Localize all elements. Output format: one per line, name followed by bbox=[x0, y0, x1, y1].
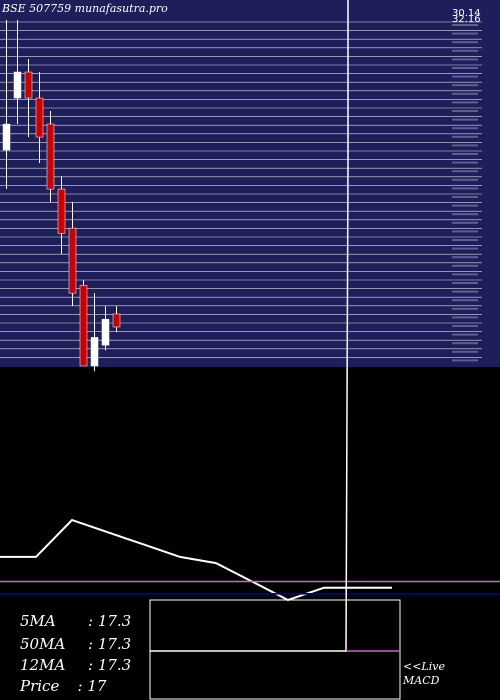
price-axis-tick bbox=[452, 239, 478, 241]
price-axis-tick bbox=[452, 273, 478, 276]
stat-12ma-number: 17.3 bbox=[97, 656, 132, 674]
price-axis-tick bbox=[452, 333, 478, 336]
price-axis-tick bbox=[452, 359, 478, 362]
candle-down bbox=[68, 227, 77, 294]
price-axis-tick bbox=[452, 350, 478, 353]
price-axis-tick bbox=[452, 135, 478, 138]
candle-down bbox=[57, 188, 66, 234]
cursor-line-lower bbox=[345, 161, 349, 653]
price-panel-background bbox=[0, 0, 500, 367]
candle-up bbox=[13, 71, 22, 99]
candlesticks bbox=[2, 20, 121, 372]
price-axis-tick bbox=[452, 221, 478, 224]
price-axis-tick bbox=[452, 213, 478, 216]
price-axis-tick bbox=[452, 187, 478, 190]
price-axis-tick bbox=[452, 178, 478, 181]
price-axis-tick bbox=[452, 24, 478, 26]
candle-down bbox=[46, 123, 55, 190]
price-axis-top-label: 30.14 bbox=[452, 8, 481, 19]
stat-value-price: : 17 bbox=[68, 677, 107, 695]
price-axis-tick bbox=[452, 196, 478, 198]
stat-label-50ma: 50MA bbox=[20, 635, 66, 653]
price-axis-tick bbox=[452, 307, 478, 310]
price-axis-tick bbox=[452, 101, 478, 104]
price-axis-tick bbox=[452, 58, 478, 61]
price-axis-tick bbox=[452, 264, 478, 267]
candle-up bbox=[101, 318, 110, 346]
price-axis-tick bbox=[452, 256, 478, 259]
stat-value-50ma: : 17.3 bbox=[88, 635, 132, 653]
price-axis-tick bbox=[452, 110, 478, 112]
price-axis-tick bbox=[452, 32, 478, 35]
moving-average-lines bbox=[0, 518, 500, 602]
price-axis-tick bbox=[452, 230, 478, 233]
price-axis-tick bbox=[452, 153, 478, 155]
price-axis-tick bbox=[452, 118, 478, 121]
stat-label-12ma: 12MA bbox=[20, 656, 66, 674]
price-axis-tick bbox=[452, 127, 478, 130]
price-axis-tick bbox=[452, 204, 478, 207]
stat-value-5ma: : 17.3 bbox=[88, 612, 132, 630]
candle-up bbox=[90, 337, 99, 367]
stat-value-12ma: : 17.3 bbox=[88, 656, 132, 674]
price-grid bbox=[0, 21, 482, 358]
stat-price-number: 17 bbox=[87, 677, 107, 695]
macd-label: MACD bbox=[403, 674, 440, 687]
price-axis-tick bbox=[452, 290, 478, 293]
price-axis-tick bbox=[452, 247, 478, 250]
price-axis-tick bbox=[452, 316, 478, 319]
chart-header: BSE 507759 munafasutra.pro bbox=[2, 2, 168, 15]
price-axis-top-label-overlay: 32.16 bbox=[452, 14, 481, 25]
price-axis-tick bbox=[452, 41, 478, 44]
price-axis-tick bbox=[452, 67, 478, 69]
candle-up bbox=[2, 123, 11, 151]
price-axis-tick bbox=[452, 75, 478, 78]
candle-down bbox=[35, 97, 44, 138]
price-axis-tick bbox=[452, 84, 478, 87]
candle-down bbox=[79, 285, 88, 367]
price-axis-tick bbox=[452, 170, 478, 173]
price-axis-tick bbox=[452, 92, 478, 95]
price-axis-tick bbox=[452, 161, 478, 164]
price-axis-tick bbox=[452, 282, 478, 284]
stat-label-price: Price bbox=[20, 677, 60, 695]
price-axis-tick bbox=[452, 49, 478, 52]
macd-box bbox=[149, 599, 401, 700]
live-link[interactable]: <<Live bbox=[403, 660, 445, 673]
stat-5ma-number: 17.3 bbox=[97, 612, 132, 630]
price-axis-tick bbox=[452, 144, 478, 147]
price-axis-tick bbox=[452, 342, 478, 345]
price-axis-tick bbox=[452, 299, 478, 302]
price-axis-tick bbox=[452, 325, 478, 327]
ma-line-5ma bbox=[0, 518, 392, 602]
candle-down bbox=[24, 71, 33, 99]
stat-50ma-number: 17.3 bbox=[97, 635, 132, 653]
candle-down bbox=[112, 313, 121, 328]
stat-label-5ma: 5MA bbox=[20, 612, 56, 630]
